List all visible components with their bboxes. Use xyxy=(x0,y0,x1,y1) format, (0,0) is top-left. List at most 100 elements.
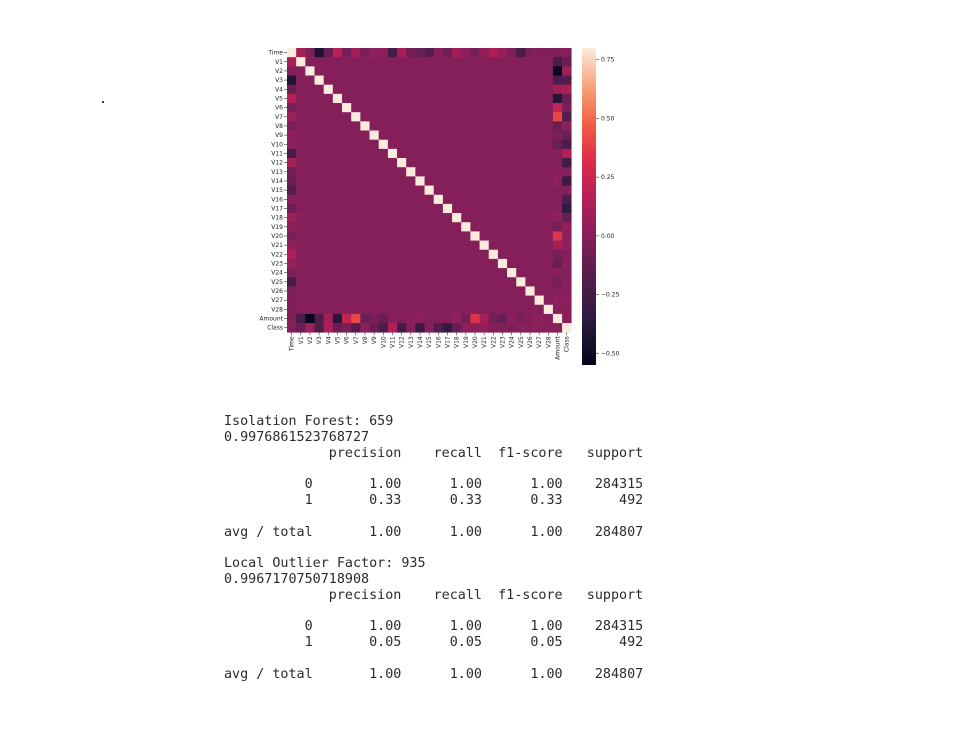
heatmap-cell-amount-v12 xyxy=(397,313,407,324)
heatmap-cell-v9-v10 xyxy=(378,130,389,140)
heatmap-cell-v18-v25 xyxy=(516,213,526,223)
heatmap-cell-v10-v26 xyxy=(525,139,535,150)
heatmap-cell-v9-v19 xyxy=(461,130,471,140)
heatmap-cell-v12-v18 xyxy=(452,158,462,168)
heatmap-cell-v24-v26 xyxy=(525,268,535,278)
heatmap-cell-v18-v22 xyxy=(488,213,499,223)
heatmap-cell-v6-v9 xyxy=(369,103,379,113)
column-label-v27: V27 xyxy=(536,336,543,348)
heatmap-cell-v26-v10 xyxy=(378,286,389,296)
heatmap-cell-v18-class xyxy=(562,213,572,223)
heatmap-cell-v19-v9 xyxy=(369,222,379,232)
heatmap-cell-amount-v16 xyxy=(433,313,444,324)
heatmap-cell-v9-amount xyxy=(552,130,563,140)
heatmap-cell-class-v8 xyxy=(360,323,370,333)
heatmap-cell-v6-v4 xyxy=(323,103,334,113)
heatmap-cell-v21-v23 xyxy=(497,240,508,251)
column-label-v24: V24 xyxy=(509,336,516,348)
heatmap-cell-v15-v11 xyxy=(387,185,398,196)
heatmap-cell-v5-v9 xyxy=(369,93,379,104)
heatmap-cell-v2-v11 xyxy=(387,66,398,76)
heatmap-cell-v21-v2 xyxy=(305,240,315,251)
heatmap-cell-v18-v11 xyxy=(387,213,398,223)
heatmap-cell-v1-v10 xyxy=(378,57,389,67)
row-label-time: Time xyxy=(267,50,283,57)
heatmap-cell-v9-v5 xyxy=(332,130,343,140)
heatmap-cell-v12-v14 xyxy=(415,158,425,168)
heatmap-cell-v25-v5 xyxy=(332,277,343,287)
heatmap-cell-v22-v5 xyxy=(332,249,343,260)
heatmap-cell-v4-v5 xyxy=(332,84,343,95)
heatmap-cell-v11-v22 xyxy=(488,148,499,159)
heatmap-cell-v16-v11 xyxy=(387,194,398,205)
heatmap-cell-amount-v20 xyxy=(470,313,480,324)
heatmap-cell-v21-v15 xyxy=(424,240,435,251)
heatmap-cell-time-v18 xyxy=(452,48,462,58)
heatmap-cell-v2-v5 xyxy=(332,66,343,76)
heatmap-cell-v11-v20 xyxy=(470,148,480,159)
heatmap-cell-v8-v16 xyxy=(433,121,444,131)
heatmap-cell-v22-v19 xyxy=(461,249,471,260)
heatmap-cell-v5-amount xyxy=(552,93,563,104)
heatmap-cell-v12-v16 xyxy=(433,158,444,168)
heatmap-cell-v20-v20 xyxy=(470,231,480,241)
heatmap-cell-v26-v17 xyxy=(442,286,453,296)
heatmap-cell-v17-v13 xyxy=(406,203,416,214)
heatmap-cell-class-v11 xyxy=(387,323,398,333)
heatmap-cell-v3-v3 xyxy=(314,75,324,85)
heatmap-cell-v23-time xyxy=(287,258,297,269)
heatmap-cell-v4-v19 xyxy=(461,84,471,95)
heatmap-cell-v19-time xyxy=(287,222,297,232)
heatmap-cell-v26-v8 xyxy=(360,286,370,296)
heatmap-cell-v2-v26 xyxy=(525,66,535,76)
column-label-v19: V19 xyxy=(463,336,470,348)
heatmap-cell-v20-v24 xyxy=(507,231,517,241)
heatmap-cell-v21-v3 xyxy=(314,240,324,251)
heatmap-cell-v13-v17 xyxy=(442,167,453,177)
heatmap-cell-v1-v15 xyxy=(424,57,435,67)
heatmap-cell-v27-v12 xyxy=(397,295,407,306)
heatmap-cell-v4-v13 xyxy=(406,84,416,95)
heatmap-cell-v21-v17 xyxy=(442,240,453,251)
heatmap-cell-v14-v28 xyxy=(543,176,554,186)
heatmap-cell-v9-v24 xyxy=(507,130,517,140)
heatmap-cell-v4-v21 xyxy=(479,84,490,95)
heatmap-cell-v16-v5 xyxy=(332,194,343,205)
heatmap-cell-v19-v14 xyxy=(415,222,425,232)
heatmap-cell-v28-v6 xyxy=(342,304,352,315)
heatmap-cell-v14-v22 xyxy=(488,176,499,186)
heatmap-cell-v16-v7 xyxy=(351,194,361,205)
heatmap-cell-v7-v1 xyxy=(296,112,306,122)
row-label-v27: V27 xyxy=(271,297,283,304)
heatmap-cell-class-v12 xyxy=(397,323,407,333)
heatmap-cell-v21-v22 xyxy=(488,240,499,251)
heatmap-cell-v17-v12 xyxy=(397,203,407,214)
heatmap-cell-v13-v11 xyxy=(387,167,398,177)
column-label-v11: V11 xyxy=(389,336,396,348)
heatmap-cell-v24-v15 xyxy=(424,268,435,278)
heatmap-cell-v17-v20 xyxy=(470,203,480,214)
heatmap-cell-v26-v14 xyxy=(415,286,425,296)
heatmap-cell-time-class xyxy=(562,48,572,58)
heatmap-cell-time-v9 xyxy=(369,48,379,58)
heatmap-cell-v2-v14 xyxy=(415,66,425,76)
row-label-v9: V9 xyxy=(275,132,283,139)
heatmap-cell-v15-v2 xyxy=(305,185,315,196)
colorbar-tick-label-5: −0.50 xyxy=(601,350,620,357)
heatmap-cell-v23-v10 xyxy=(378,258,389,269)
heatmap-cell-amount-v24 xyxy=(507,313,517,324)
heatmap-cell-v1-v2 xyxy=(305,57,315,67)
heatmap-cell-v17-v3 xyxy=(314,203,324,214)
heatmap-cell-v15-v13 xyxy=(406,185,416,196)
heatmap-cell-v6-v11 xyxy=(387,103,398,113)
heatmap-cell-v4-v3 xyxy=(314,84,324,95)
heatmap-cell-v13-v7 xyxy=(351,167,361,177)
heatmap-cell-amount-v26 xyxy=(525,313,535,324)
heatmap-cell-v15-v3 xyxy=(314,185,324,196)
heatmap-cell-class-v15 xyxy=(424,323,435,333)
heatmap-cell-v13-v26 xyxy=(525,167,535,177)
heatmap-cell-v12-v2 xyxy=(305,158,315,168)
heatmap-cell-time-v13 xyxy=(406,48,416,58)
heatmap-cell-time-v2 xyxy=(305,48,315,58)
heatmap-cell-v12-v24 xyxy=(507,158,517,168)
